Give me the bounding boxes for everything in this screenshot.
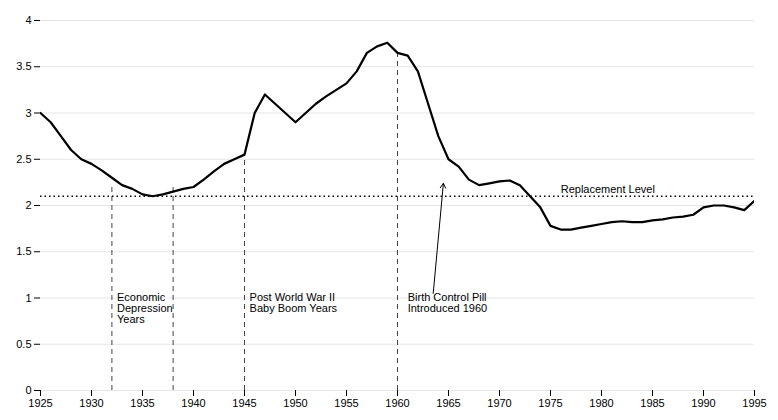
svg-text:1940: 1940 [181,397,205,409]
svg-text:4: 4 [25,14,31,26]
svg-text:0: 0 [25,384,31,396]
svg-text:2: 2 [25,199,31,211]
svg-text:1950: 1950 [283,397,307,409]
svg-text:Replacement Level: Replacement Level [561,183,655,195]
svg-text:1955: 1955 [334,397,358,409]
svg-text:1975: 1975 [538,397,562,409]
svg-text:1930: 1930 [79,397,103,409]
svg-text:3: 3 [25,107,31,119]
svg-text:Birth Control PillIntroduced 1: Birth Control PillIntroduced 1960 [408,291,488,314]
svg-text:1960: 1960 [385,397,409,409]
svg-text:1: 1 [25,292,31,304]
svg-text:1995: 1995 [742,397,766,409]
svg-text:Post World War IIBaby Boom Yea: Post World War IIBaby Boom Years [250,291,338,314]
svg-text:1970: 1970 [487,397,511,409]
svg-text:2.5: 2.5 [16,153,31,165]
svg-text:1935: 1935 [130,397,154,409]
svg-text:1.5: 1.5 [16,245,31,257]
svg-text:1985: 1985 [640,397,664,409]
svg-text:1945: 1945 [232,397,256,409]
svg-text:3.5: 3.5 [16,60,31,72]
svg-text:1925: 1925 [28,397,52,409]
svg-text:1980: 1980 [589,397,613,409]
svg-text:EconomicDepressionYears: EconomicDepressionYears [117,291,173,325]
svg-text:0.5: 0.5 [16,338,31,350]
svg-text:1990: 1990 [691,397,715,409]
svg-text:1965: 1965 [436,397,460,409]
